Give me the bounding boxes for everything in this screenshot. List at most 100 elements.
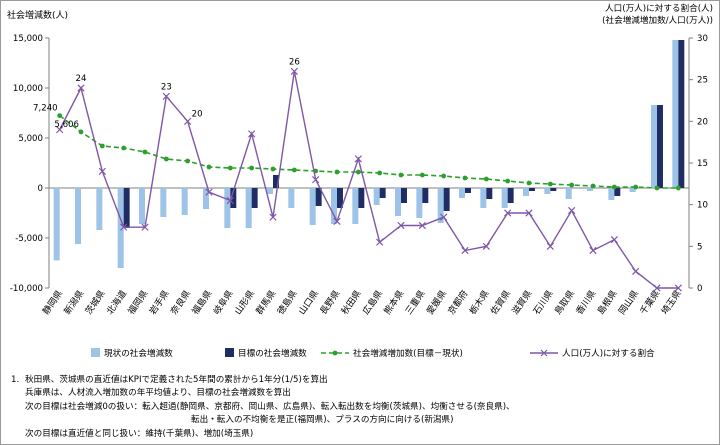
category-label: 岡山県 xyxy=(617,288,642,316)
category-label: 岩手県 xyxy=(146,288,171,317)
marker-increase xyxy=(142,149,148,155)
marker-increase xyxy=(462,175,468,181)
bar-target xyxy=(486,188,493,199)
marker-ratio xyxy=(248,130,256,138)
marker-increase xyxy=(249,165,255,171)
category-label: 秋田県 xyxy=(338,288,363,317)
marker-ratio xyxy=(482,242,490,250)
marker-increase xyxy=(441,173,447,179)
note-line: 次の目標は直近値と同じ扱い：維持(千葉県)、増加(埼玉県) xyxy=(25,428,254,439)
marker-ratio xyxy=(504,209,512,217)
bar-current xyxy=(608,188,615,200)
marker-ratio xyxy=(269,213,277,221)
category-label: 愛媛県 xyxy=(424,288,449,317)
legend-label: 目標の社会増減数 xyxy=(238,347,307,359)
right-tick-label: 25 xyxy=(697,76,708,86)
category-label: 栃木県 xyxy=(466,288,491,317)
marker-increase xyxy=(121,145,127,151)
legend-label: 人口(万人)に対する割合 xyxy=(562,347,655,359)
marker-increase xyxy=(270,166,276,172)
category-label: 岐阜県 xyxy=(210,288,235,317)
category-label: 奈良県 xyxy=(168,288,193,317)
category-label: 三重県 xyxy=(402,288,427,317)
data-label: 5,606 xyxy=(54,120,79,130)
marker-ratio xyxy=(162,92,170,100)
bar-current xyxy=(672,40,679,188)
right-tick-label: 15 xyxy=(697,159,708,169)
note-line: 次の目標は社会増減0の扱い：転入超過(静岡県、京都府、岡山県、広島県)、転入転出… xyxy=(25,401,515,412)
category-label: 静岡県 xyxy=(40,288,65,317)
legend-label: 社会増減増加数(目標－現状) xyxy=(353,347,463,359)
data-label: 26 xyxy=(289,57,300,67)
marker-increase xyxy=(291,167,297,173)
marker-ratio xyxy=(56,126,64,134)
bar-target xyxy=(251,188,258,208)
bar-target xyxy=(358,188,365,208)
note-line: 兵庫県は、人材流入増加数の年平均値より、目標の社会増減数を算出 xyxy=(25,388,291,399)
bar-current xyxy=(587,188,593,191)
marker-increase xyxy=(505,178,511,184)
marker-ratio xyxy=(397,221,405,230)
bar-current xyxy=(352,188,359,224)
bar-target xyxy=(123,188,130,228)
category-label: 佐賀県 xyxy=(488,288,513,317)
bar-current xyxy=(203,188,209,209)
right-tick-label: 10 xyxy=(697,201,708,211)
marker-increase xyxy=(611,184,617,190)
marker-ratio xyxy=(418,221,426,230)
marker-ratio xyxy=(653,284,661,292)
bar-current xyxy=(544,188,551,194)
bar-current xyxy=(480,188,487,208)
legend: 現状の社会増減数 目標の社会増減数 社会増減増加数(目標－現状) 人口(万人)に対する… xyxy=(91,347,655,359)
note-line: 転出・転入の不均衡を是正(福岡県)、プラスの方向に向ける(新潟県) xyxy=(191,415,454,426)
bar-target xyxy=(273,175,279,188)
category-label: 京都府 xyxy=(445,288,470,317)
bar-current xyxy=(160,188,167,217)
marker-increase xyxy=(419,172,425,178)
left-tick-label: -5,000 xyxy=(15,234,43,244)
plot-area: 15,000 10,000 5,000 0 -5,000 -10,000 30 25 20 15 1… xyxy=(10,34,708,317)
marker-increase xyxy=(483,176,489,182)
marker-increase xyxy=(206,164,212,170)
bar-target xyxy=(315,188,322,206)
category-label: 山形県 xyxy=(232,288,257,317)
bar-current xyxy=(416,188,423,218)
bar-current xyxy=(459,188,465,198)
category-label: 千葉県 xyxy=(637,288,662,317)
note-number: 1. xyxy=(11,375,20,385)
marker-increase xyxy=(547,181,553,187)
category-label: 香川県 xyxy=(574,288,599,316)
marker-ratio xyxy=(184,117,192,125)
bar-target xyxy=(657,105,663,188)
bar-current xyxy=(523,188,529,196)
bar-current xyxy=(181,188,188,215)
bar-current xyxy=(395,188,401,216)
bar-current xyxy=(139,188,145,224)
chart-svg: 社会増減数(人) 人口(万人)に対する割合(人) (社会増減増加数/人口(万人)… xyxy=(7,2,713,359)
category-label: 埼玉県 xyxy=(658,288,683,317)
category-label: 滋賀県 xyxy=(509,288,534,317)
marker-ratio xyxy=(290,67,298,75)
category-label: 広島県 xyxy=(360,288,385,317)
left-tick-label: -10,000 xyxy=(10,284,43,294)
notes: 1. 秋田県、茨城県の直近値はKPIで定義された5年間の累計から1年分(1/5)を… xyxy=(11,374,711,441)
marker-ratio xyxy=(354,155,362,163)
note-line: 1. 秋田県、茨城県の直近値はKPIで定義された5年間の累計から1年分(1/5)を… xyxy=(11,374,711,387)
marker-ratio xyxy=(546,242,554,250)
bar-current xyxy=(75,188,81,245)
marker-increase xyxy=(377,170,383,176)
marker-ratio xyxy=(674,284,682,292)
bar-current xyxy=(331,188,337,224)
category-label: 福岡県 xyxy=(125,288,150,317)
marker-increase xyxy=(99,143,105,149)
bar-current xyxy=(117,188,124,268)
bar-current xyxy=(437,188,444,223)
marker-ratio xyxy=(376,238,384,246)
marker-increase xyxy=(185,158,191,164)
marker-increase xyxy=(590,183,596,189)
data-label: 7,240 xyxy=(33,104,58,114)
marker-increase xyxy=(355,169,361,175)
category-label: 福島県 xyxy=(189,288,214,317)
bar-current xyxy=(288,188,295,208)
